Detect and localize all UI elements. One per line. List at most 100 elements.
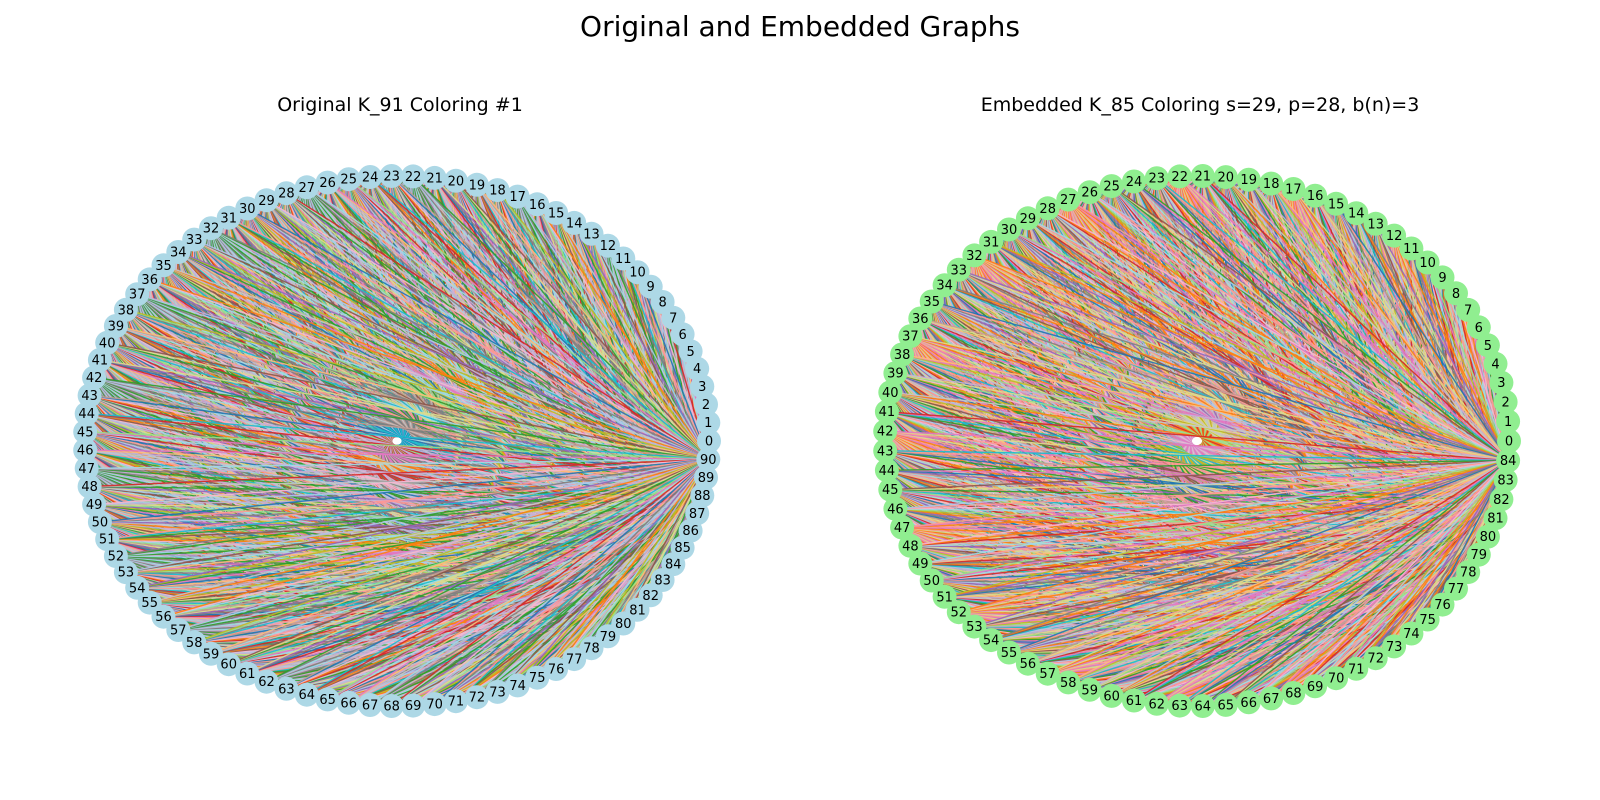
node-left-68: 68 [379,694,404,718]
node-left-23: 23 [379,164,404,188]
node-label: 22 [405,170,422,185]
edge-left-21-90 [434,177,709,460]
node-label: 79 [600,630,617,645]
node-label: 9 [647,280,655,295]
node-label: 10 [629,266,646,281]
node-label: 62 [258,675,275,690]
node-label: 19 [469,178,486,193]
node-label: 2 [702,398,710,413]
edge-left-33-90 [193,238,709,460]
node-label: 77 [566,653,583,668]
edge-left-35-90 [163,264,709,460]
node-label: 66 [340,696,357,711]
node-label: 20 [448,174,465,189]
right-graph-title: Embedded K_85 Coloring s=29, p=28, b(n)=… [980,94,1420,116]
node-label: 65 [319,693,336,708]
edge-left-14-90 [573,222,709,460]
edge-left-23-90 [391,175,709,460]
edge-left-34-90 [178,251,709,460]
node-label: 1 [704,416,712,431]
node-label: 70 [426,698,443,713]
node-label: 85 [674,541,691,556]
node-label: 13 [583,227,600,242]
node-label: 26 [319,176,336,191]
node-label: 11 [615,252,632,267]
node-left-67: 67 [358,693,383,717]
left-graph: 0123456789101112131415161718192021222324… [73,164,721,718]
node-label: 3 [698,380,706,395]
node-label: 61 [239,667,256,682]
node-label: 83 [654,574,671,589]
node-label: 60 [220,658,237,673]
node-label: 24 [362,171,379,186]
edge-left-29-90 [266,199,709,460]
node-label: 86 [682,524,699,539]
node-label: 29 [258,194,275,209]
node-label: 17 [509,190,526,205]
node-left-66: 66 [336,690,361,715]
node-left-18: 18 [485,178,510,203]
node-left-69: 69 [401,693,426,718]
edge-left-25-90 [348,178,709,460]
node-label: 67 [362,699,379,714]
node-label: 69 [405,699,422,714]
edge-left-27-90 [306,186,709,460]
node-label: 71 [448,695,465,710]
node-label: 16 [529,198,546,213]
node-label: 87 [689,507,706,522]
node-label: 90 [700,453,717,468]
node-label: 75 [529,671,546,686]
node-label: 18 [489,184,506,199]
edge-left-22-90 [412,175,709,460]
edge-left-15-90 [555,212,709,460]
node-left-27: 27 [294,175,319,200]
node-left-21: 21 [422,165,447,190]
node-left-25: 25 [336,167,361,192]
node-left-65: 65 [315,687,340,712]
node-label: 44 [78,407,95,422]
node-label: 81 [629,603,646,618]
edge-left-18-90 [496,189,709,460]
node-label: 12 [600,239,617,254]
node-label: 5 [686,345,694,360]
node-label: 58 [186,636,203,651]
node-label: 59 [203,647,220,662]
node-left-26: 26 [315,170,340,195]
figure-title: Original and Embedded Graphs [580,10,1020,43]
node-label: 47 [78,462,95,477]
node-left-72: 72 [464,685,489,710]
node-label: 4 [693,362,701,377]
node-label: 25 [340,173,357,188]
node-label: 31 [220,211,237,226]
node-label: 63 [278,682,295,697]
edge-left-12-90 [607,245,709,460]
node-label: 32 [203,222,220,237]
edge-left-32-90 [210,227,709,460]
node-label: 15 [548,207,565,222]
node-left-64: 64 [294,682,319,707]
edge-left-10-90 [636,271,709,460]
node-label: 68 [383,700,400,715]
node-label: 7 [669,311,677,326]
node-label: 72 [469,691,486,706]
left-graph-title: Original K_91 Coloring #1 [277,94,523,116]
node-left-22: 22 [401,164,426,189]
edge-left-17-90 [517,196,709,460]
edge-left-28-90 [286,192,709,460]
right-graph: 0123456789101112131415161718192021222324… [873,164,1521,718]
node-label: 14 [566,216,583,231]
node-label: 21 [426,171,443,186]
node-label: 43 [81,389,98,404]
node-label: 88 [694,489,711,504]
node-left-71: 71 [443,689,468,714]
edge-left-11-90 [622,258,709,460]
node-label: 74 [509,679,526,694]
node-label: 73 [489,685,506,700]
node-label: 0 [705,435,713,450]
node-label: 27 [299,181,316,196]
node-label: 46 [77,444,94,459]
node-label: 6 [678,328,686,343]
node-label: 64 [299,688,316,703]
edge-left-9-90 [650,286,709,460]
